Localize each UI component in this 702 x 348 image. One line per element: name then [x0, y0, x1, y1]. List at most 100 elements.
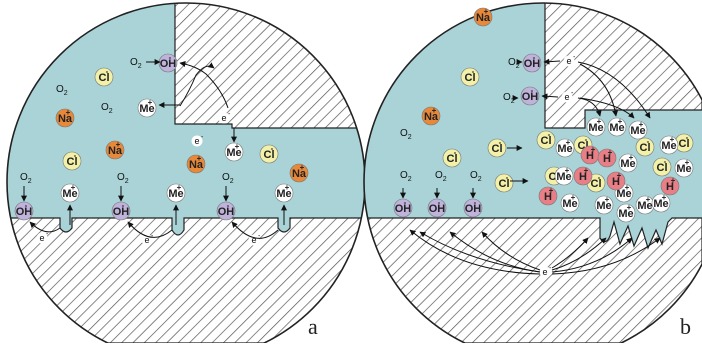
me-ion-label: Me [226, 147, 241, 159]
svg-text:e: e [564, 92, 569, 102]
me-ion-label: Me [620, 158, 635, 170]
cl-ion-charge: - [506, 173, 509, 182]
svg-text:e: e [566, 56, 571, 66]
me-ion-charge: + [566, 138, 571, 147]
svg-text:-: - [573, 54, 576, 61]
na-ion-label: Na [292, 168, 307, 180]
oh-ion-label: OH [522, 91, 539, 103]
na-ion: Na+ [473, 7, 493, 27]
oh-ion-charge: - [169, 53, 172, 62]
panel-b-boundary [363, 2, 702, 348]
me-ion-label: Me [588, 122, 603, 134]
me-ion: Me+ [635, 195, 655, 215]
reaction-arrows [21, 58, 661, 275]
na-ion-label: Na [476, 12, 491, 24]
oh-ion: OH- [522, 53, 542, 73]
me-ion-charge: + [148, 98, 153, 107]
na-ion: Na+ [105, 140, 125, 160]
cl-ion-charge: - [472, 67, 475, 76]
h-ion: H+ [660, 176, 680, 196]
cl-ion-charge: - [585, 135, 588, 144]
me-ion-label: Me [637, 200, 652, 212]
oxygen-label: O2 [117, 172, 129, 185]
me-ion-label: Me [62, 188, 77, 200]
na-ion-charge: + [432, 106, 437, 115]
flow-arrow [481, 231, 541, 271]
flow-arrow [449, 231, 541, 273]
svg-text:e: e [221, 113, 226, 123]
me-ion-label: Me [653, 198, 668, 210]
me-ion-charge: + [670, 135, 675, 144]
electron: e- [539, 265, 552, 278]
cl-ion-label: Cl [640, 142, 651, 154]
oh-ion-label: OH [524, 58, 541, 70]
cl-ion: Cl- [652, 157, 672, 177]
flow-arrow [579, 63, 619, 117]
flow-arrow [551, 237, 607, 271]
me-ion: Me+ [618, 153, 638, 173]
me-ion: Me+ [659, 135, 679, 155]
oxygen-label: O2 [222, 172, 234, 185]
flow-arrow [551, 237, 661, 275]
na-ion-charge: + [300, 163, 305, 172]
oxygen-label: O2 [130, 57, 142, 70]
cl-ion-label: Cl [541, 135, 552, 147]
oxygen-label: O2 [435, 170, 447, 183]
me-ion-charge: + [177, 183, 182, 192]
h-ion-label: H [612, 176, 620, 188]
svg-text:-: - [549, 265, 552, 272]
oh-ion: OH- [111, 201, 131, 221]
na-ion-charge: + [484, 7, 489, 16]
cl-ion: Cl- [494, 173, 514, 193]
na-ion-label: Na [108, 145, 123, 157]
cl-ion: Cl- [62, 151, 82, 171]
me-ion-charge: + [625, 183, 630, 192]
me-ion: Me+ [224, 142, 244, 162]
flow-arrow [29, 221, 61, 233]
me-ion-charge: + [627, 203, 632, 212]
flow-arrow [409, 229, 541, 275]
me-ion-charge: + [618, 117, 623, 126]
me-ion: Me+ [560, 193, 580, 213]
cl-ion-label: Cl [591, 178, 602, 190]
oh-ion-charge: - [531, 86, 534, 95]
flow-arrow [541, 93, 559, 100]
me-ion-label: Me [609, 122, 624, 134]
me-ion-charge: + [285, 183, 290, 192]
cl-ion-charge: - [686, 133, 689, 142]
oh-ion-charge: - [25, 201, 28, 210]
na-ion: Na+ [289, 163, 309, 183]
na-ion: Na+ [186, 154, 206, 174]
electron: e- [561, 90, 574, 103]
na-ion-label: Na [58, 113, 73, 125]
h-ion-label: H [579, 171, 587, 183]
flow-arrow [179, 62, 215, 107]
flow-arrow [231, 221, 279, 239]
flow-arrow [179, 61, 229, 109]
oh-ion: OH- [463, 198, 483, 218]
oh-ion-label: OH [465, 203, 482, 215]
metal-substrate-a [7, 217, 365, 344]
me-ion-charge: + [646, 195, 651, 204]
me-ion: Me+ [607, 117, 627, 137]
oh-ion-label: OH [218, 206, 235, 218]
oxygen-label: O2 [400, 170, 412, 183]
cl-ion: Cl- [487, 138, 507, 158]
me-ion: Me+ [628, 120, 648, 140]
me-ion: Me+ [616, 203, 636, 223]
cl-ion-charge: - [106, 67, 109, 76]
h-ion-label: H [586, 150, 594, 162]
h-ion-label: H [544, 191, 552, 203]
panel-label-b: b [680, 314, 691, 339]
na-ion: Na+ [421, 106, 441, 126]
me-ion-label: Me [616, 188, 631, 200]
oh-ion-charge: - [474, 198, 477, 207]
cl-ion-label: Cl [264, 149, 275, 161]
flow-arrow [543, 58, 561, 65]
cl-ion-label: Cl [447, 153, 458, 165]
me-ion: Me+ [555, 138, 575, 158]
oh-ion: OH- [393, 198, 413, 218]
cl-ion-label: Cl [465, 72, 476, 84]
oxygen-label: O2 [503, 92, 515, 105]
